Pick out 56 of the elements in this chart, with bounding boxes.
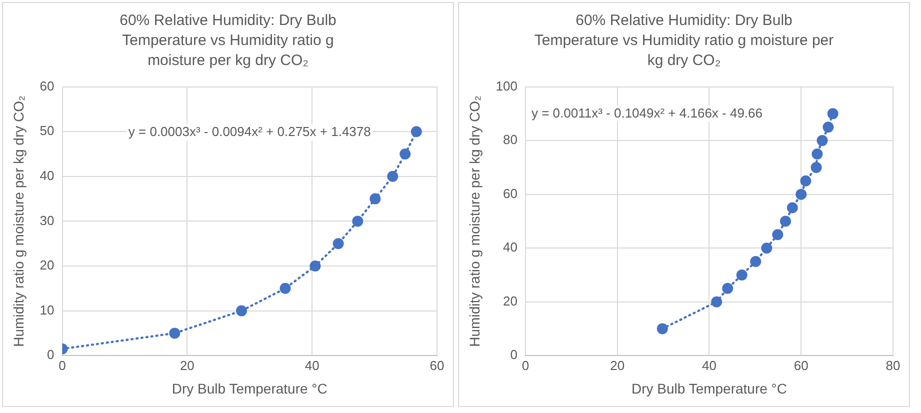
y-tick-label: 100 — [496, 78, 518, 94]
annotation: y = 0.0011x³ - 0.1049x² + 4.166x - 49.66 — [531, 105, 763, 120]
point — [280, 282, 291, 294]
x-axis-title: Dry Bulb Temperature °C — [172, 380, 328, 396]
point — [332, 238, 344, 250]
y-tick-label: 0 — [47, 347, 54, 362]
x-tick-label: 40 — [702, 358, 716, 373]
x-axis-title: Dry Bulb Temperature °C — [631, 380, 788, 396]
y-tick-label: 60 — [503, 186, 518, 201]
chart-title: 60% Relative Humidity: Dry Bulb Temperature vs Humidity ratio g moisture per kg dry CO₂ — [118, 11, 338, 71]
point — [169, 328, 180, 339]
y-tick-label: 30 — [40, 212, 54, 228]
point — [812, 148, 823, 160]
x-tick-label: 0 — [58, 358, 66, 373]
point — [722, 282, 734, 294]
point — [352, 216, 364, 227]
y-axis-title: Humidity ratio g moisture per kg dry CO₂ — [10, 96, 26, 347]
x-tick-label: 0 — [522, 358, 530, 373]
y-tick-label: 20 — [503, 293, 518, 308]
point — [796, 188, 807, 200]
y-tick-label: 40 — [503, 240, 518, 255]
point — [816, 135, 828, 146]
annotation: y = 0.0003x³ - 0.0094x² + 0.275x + 1.4378 — [128, 124, 371, 140]
point — [786, 202, 798, 214]
x-tick-label: 20 — [610, 358, 625, 373]
y-tick-label: 80 — [503, 132, 518, 148]
x-tick-label: 60 — [794, 358, 808, 373]
point — [410, 126, 422, 138]
point — [656, 323, 668, 334]
point — [310, 260, 321, 272]
y-tick-label: 40 — [40, 168, 54, 183]
point — [800, 175, 812, 186]
y-tick-label: 10 — [40, 302, 54, 318]
point — [761, 242, 772, 254]
point — [750, 256, 762, 268]
x-tick-label: 20 — [180, 358, 194, 373]
x-tick-label: 60 — [430, 358, 444, 373]
point — [827, 108, 838, 120]
point — [236, 305, 248, 316]
chart-title: 60% Relative Humidity: Dry Bulb Temperature vs Humidity ratio g moisture per kg dry CO₂ — [534, 11, 834, 71]
point — [822, 122, 834, 133]
point — [780, 216, 792, 227]
point — [810, 162, 822, 173]
y-tick-label: 60 — [40, 78, 54, 94]
point — [711, 296, 722, 308]
point — [772, 229, 784, 240]
y-tick-label: 50 — [40, 123, 54, 138]
point — [370, 193, 381, 204]
y-tick-label: 0 — [510, 347, 518, 362]
x-tick-label: 80 — [886, 358, 900, 373]
point — [387, 170, 398, 182]
y-tick-label: 20 — [40, 258, 54, 273]
point — [736, 269, 748, 280]
y-axis-title: Humidity ratio g moisture per kg dry CO₂ — [466, 96, 482, 347]
x-tick-label: 40 — [304, 358, 320, 373]
point — [400, 148, 411, 160]
